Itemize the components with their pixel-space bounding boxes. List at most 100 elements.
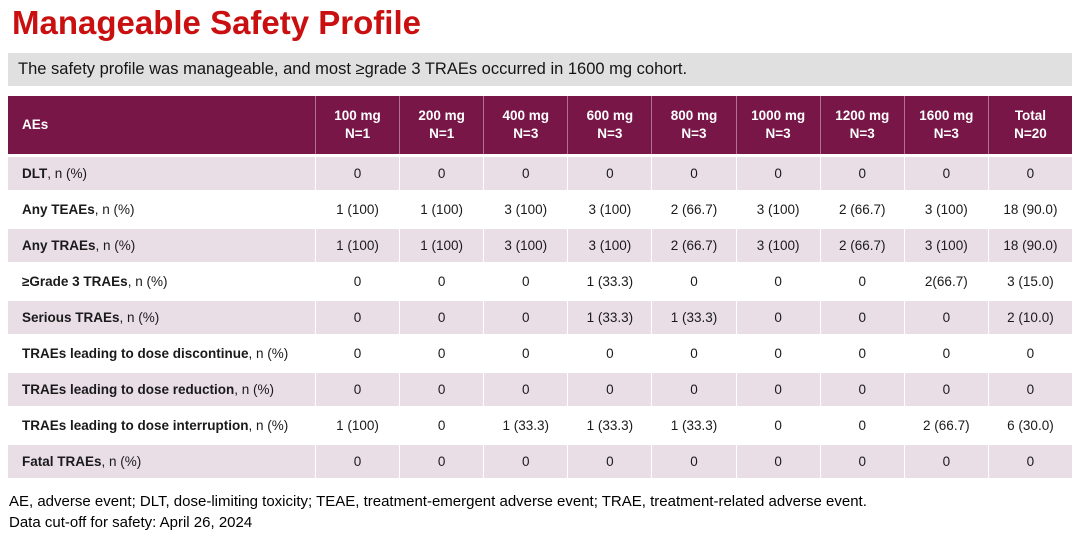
table-row: TRAEs leading to dose reduction, n (%) 0 0… xyxy=(8,373,1072,406)
cell-value: 0 xyxy=(735,301,820,334)
table-row: Any TRAEs, n (%) 1 (100) 1 (100) 3 (100) 3 (… xyxy=(8,229,1072,262)
cell-value: 0 xyxy=(483,157,568,190)
row-label-term: DLT xyxy=(22,166,48,181)
cell-value: 0 xyxy=(651,337,735,370)
cell-value: 0 xyxy=(399,301,484,334)
cell-value: 0 xyxy=(399,409,483,442)
cell-value: 0 xyxy=(567,157,652,190)
table-row: DLT, n (%) 0 0 0 0 0 0 0 0 0 xyxy=(8,157,1072,190)
cell-value: 1 (33.3) xyxy=(651,409,735,442)
cell-value: 3 (100) xyxy=(903,229,988,262)
slide: Manageable Safety Profile The safety pro… xyxy=(0,4,1080,558)
cell-value: 3 (100) xyxy=(735,193,820,226)
cell-value: 0 xyxy=(819,301,904,334)
cell-value: 0 xyxy=(651,157,736,190)
n-label: N=1 xyxy=(344,126,371,141)
dose-label: 200 mg xyxy=(418,108,465,124)
row-label: TRAEs leading to dose interruption, n (%… xyxy=(8,409,315,442)
cell-value: 0 xyxy=(735,445,820,478)
cell-value: 0 xyxy=(819,409,904,442)
row-label-term: Serious TRAEs xyxy=(22,310,120,325)
safety-table: AEs 100 mg N=1 200 mg N=1 400 mg N=3 600 mg N=3… xyxy=(8,93,1072,481)
cell-value: 0 xyxy=(987,373,1072,406)
cell-value: 1 (100) xyxy=(315,193,399,226)
cell-value: 0 xyxy=(735,409,820,442)
cell-value: 0 xyxy=(903,373,988,406)
cell-value: 0 xyxy=(483,445,568,478)
cell-value: 0 xyxy=(987,157,1072,190)
row-label-suffix: , n (%) xyxy=(234,382,275,397)
cell-value: 0 xyxy=(483,373,568,406)
cell-value: 1 (33.3) xyxy=(567,301,652,334)
cell-value: 0 xyxy=(483,337,567,370)
row-label: ≥Grade 3 TRAEs, n (%) xyxy=(8,265,315,298)
cell-value: 0 xyxy=(651,445,736,478)
dose-column-header: 800 mg N=3 xyxy=(651,96,736,154)
row-label: DLT, n (%) xyxy=(8,157,315,190)
header-row: AEs 100 mg N=1 200 mg N=1 400 mg N=3 600 mg N=3… xyxy=(8,96,1072,154)
cell-value: 0 xyxy=(735,337,820,370)
dose-label: 1600 mg xyxy=(919,108,974,124)
cell-value: 0 xyxy=(399,445,484,478)
cell-value: 0 xyxy=(819,337,904,370)
dose-column-header: 100 mg N=1 xyxy=(315,96,400,154)
row-label-suffix: , n (%) xyxy=(101,454,142,469)
safety-table-body: DLT, n (%) 0 0 0 0 0 0 0 0 0 Any TEAEs, n (%) 1 (10… xyxy=(8,157,1072,478)
cell-value: 0 xyxy=(819,265,904,298)
cell-value: 1 (100) xyxy=(399,193,483,226)
cell-value: 2 (66.7) xyxy=(903,409,988,442)
cell-value: 3 (100) xyxy=(735,229,820,262)
table-row: TRAEs leading to dose interruption, n (%… xyxy=(8,409,1072,442)
row-label-suffix: , n (%) xyxy=(95,238,136,253)
table-row: Fatal TRAEs, n (%) 0 0 0 0 0 0 0 0 0 xyxy=(8,445,1072,478)
row-label-term: TRAEs leading to dose interruption xyxy=(22,418,249,433)
cell-value: 2 (66.7) xyxy=(651,193,735,226)
cell-value: 6 (30.0) xyxy=(987,409,1072,442)
n-label: N=3 xyxy=(597,126,623,141)
cell-value: 0 xyxy=(735,157,820,190)
n-label: N=3 xyxy=(681,126,707,141)
cell-value: 0 xyxy=(735,373,820,406)
n-label: N=1 xyxy=(429,126,455,141)
dose-column-header: 1000 mg N=3 xyxy=(735,96,820,154)
row-label-term: Any TRAEs xyxy=(22,238,96,253)
footnotes: AE, adverse event; DLT, dose-limiting to… xyxy=(9,491,1072,533)
cell-value: 1 (33.3) xyxy=(567,409,651,442)
cell-value: 1 (100) xyxy=(315,409,399,442)
cell-value: 3 (100) xyxy=(483,193,567,226)
n-label: N=3 xyxy=(513,126,539,141)
row-label: Any TEAEs, n (%) xyxy=(8,193,315,226)
row-label: Serious TRAEs, n (%) xyxy=(8,301,315,334)
cell-value: 1 (100) xyxy=(399,229,484,262)
row-label-suffix: , n (%) xyxy=(248,346,289,361)
cell-value: 0 xyxy=(567,337,651,370)
n-label: N=3 xyxy=(765,126,791,141)
cell-value: 1 (100) xyxy=(315,229,400,262)
cell-value: 0 xyxy=(483,301,568,334)
row-label-suffix: , n (%) xyxy=(127,274,168,289)
cell-value: 3 (100) xyxy=(567,193,651,226)
table-row: Serious TRAEs, n (%) 0 0 0 1 (33.3) 1 (33.3) 0… xyxy=(8,301,1072,334)
row-label-term: ≥Grade 3 TRAEs xyxy=(22,274,128,289)
cell-value: 0 xyxy=(903,445,988,478)
dose-label: 1200 mg xyxy=(835,108,890,124)
cell-value: 0 xyxy=(315,265,399,298)
cell-value: 18 (90.0) xyxy=(987,229,1072,262)
cell-value: 2 (66.7) xyxy=(819,193,904,226)
cell-value: 3 (100) xyxy=(483,229,568,262)
table-row: Any TEAEs, n (%) 1 (100) 1 (100) 3 (100) 3 (… xyxy=(8,193,1072,226)
footnote-data-cutoff: Data cut-off for safety: April 26, 2024 xyxy=(9,514,253,531)
cell-value: 1 (33.3) xyxy=(567,265,651,298)
key-message-text: The safety profile was manageable, and m… xyxy=(18,60,688,78)
cell-value: 0 xyxy=(399,373,484,406)
cell-value: 0 xyxy=(315,445,400,478)
safety-table-header: AEs 100 mg N=1 200 mg N=1 400 mg N=3 600 mg N=3… xyxy=(8,96,1072,154)
n-label: N=3 xyxy=(933,126,959,141)
row-label-suffix: , n (%) xyxy=(119,310,160,325)
cell-value: 3 (100) xyxy=(903,193,988,226)
cell-value: 0 xyxy=(315,157,400,190)
cell-value: 0 xyxy=(987,337,1072,370)
cell-value: 3 (100) xyxy=(567,229,652,262)
dose-column-header: 600 mg N=3 xyxy=(567,96,652,154)
dose-label: 600 mg xyxy=(586,108,634,124)
